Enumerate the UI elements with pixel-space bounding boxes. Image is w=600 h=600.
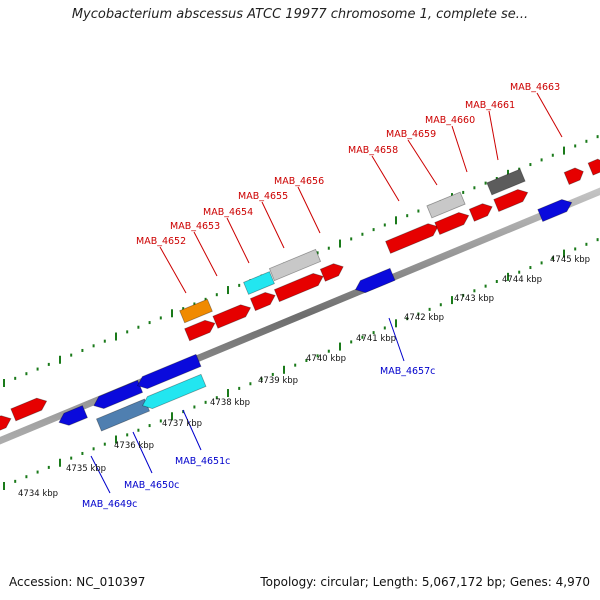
kbp-label: 4741 kbp <box>356 334 396 344</box>
kbp-label: 4736 kbp <box>114 441 154 451</box>
gene-label[interactable]: MAB_4656 <box>274 176 324 187</box>
kbp-label: 4734 kbp <box>18 489 58 499</box>
genome-summary-text: Topology: circular; Length: 5,067,172 bp… <box>260 575 590 589</box>
kbp-label: 4735 kbp <box>66 464 106 474</box>
kbp-label: 4744 kbp <box>502 275 542 285</box>
gene-label[interactable]: MAB_4649c <box>82 499 137 510</box>
gene-label[interactable]: MAB_4653 <box>170 221 220 232</box>
backbone-line <box>0 187 600 445</box>
gene-gray-box[interactable] <box>268 248 322 282</box>
chromosome-backbone <box>0 187 600 445</box>
gene-blue-arrow[interactable] <box>353 267 396 295</box>
gene-label[interactable]: MAB_4658 <box>348 145 398 156</box>
kbp-label: 4738 kbp <box>210 398 250 408</box>
kbp-label: 4737 kbp <box>162 419 202 429</box>
kbp-label: 4745 kbp <box>550 255 590 265</box>
gene-red-arrow[interactable] <box>385 221 441 254</box>
gene-red-arrow[interactable] <box>434 209 471 236</box>
gene-steel-box[interactable] <box>95 398 151 432</box>
gene-red-arrow[interactable] <box>212 302 253 329</box>
gene-red-arrow[interactable] <box>493 186 530 213</box>
gene-label[interactable]: MAB_4651c <box>175 456 230 467</box>
leader-line <box>388 317 405 362</box>
gene-label[interactable]: MAB_4660 <box>425 115 475 126</box>
kbp-label: 4743 kbp <box>454 294 494 304</box>
gene-red-arrow[interactable] <box>273 270 325 303</box>
gene-red-arrow[interactable] <box>563 166 586 185</box>
gene-orange-box[interactable] <box>179 298 213 324</box>
leader-line <box>90 455 111 494</box>
leader-line <box>226 217 250 264</box>
gene-red-arrow[interactable] <box>184 317 218 342</box>
gene-red-arrow[interactable] <box>468 201 494 222</box>
gene-label[interactable]: MAB_4654 <box>203 207 253 218</box>
tick-rows <box>3 135 599 490</box>
gene-label[interactable]: MAB_4655 <box>238 191 288 202</box>
gene-label[interactable]: MAB_4650c <box>124 480 179 491</box>
leader-line <box>451 125 468 173</box>
leader-line <box>488 110 499 161</box>
gene-label[interactable]: MAB_4663 <box>510 82 560 93</box>
map-title: Mycobacterium abscessus ATCC 19977 chrom… <box>71 7 529 22</box>
label-leaders <box>90 92 563 494</box>
leader-line <box>159 246 187 294</box>
gene-label[interactable]: MAB_4652 <box>136 236 186 247</box>
gene-red-arrow[interactable] <box>249 289 277 312</box>
gene-blue-arrow[interactable] <box>57 405 88 429</box>
gene-red-arrow[interactable] <box>10 395 49 422</box>
leader-line <box>261 201 285 249</box>
gene-cyan-arrow[interactable] <box>140 373 207 411</box>
gene-blue-arrow[interactable] <box>91 379 144 411</box>
gene-red-arrow[interactable] <box>319 261 345 282</box>
leader-line <box>132 431 153 474</box>
leader-line <box>536 92 563 138</box>
gene-blue-arrow[interactable] <box>135 353 202 391</box>
accession-text: Accession: NC_010397 <box>9 575 146 589</box>
kbp-label: 4742 kbp <box>404 313 444 323</box>
leader-line <box>407 139 438 186</box>
leader-line <box>371 155 400 202</box>
gene-label[interactable]: MAB_4659 <box>386 129 436 140</box>
gene-red-arrow[interactable] <box>0 413 13 436</box>
gene-darkgray-box[interactable] <box>486 168 526 196</box>
gene-features <box>0 157 600 436</box>
gene-gray-box[interactable] <box>426 191 466 219</box>
gene-label[interactable]: MAB_4657c <box>380 366 435 377</box>
gene-blue-arrow[interactable] <box>537 196 574 223</box>
gene-cyan-box[interactable] <box>243 271 275 295</box>
leader-line <box>182 409 202 451</box>
outer-tick-row <box>3 135 599 387</box>
inner-tick-row <box>3 238 599 490</box>
leader-line <box>193 231 218 277</box>
gene-label[interactable]: MAB_4661 <box>465 100 515 111</box>
gene-red-arrow[interactable] <box>587 157 600 176</box>
kbp-label: 4739 kbp <box>258 376 298 386</box>
leader-line <box>297 186 321 234</box>
kbp-label: 4740 kbp <box>306 354 346 364</box>
text-labels: 4734 kbp 4735 kbp 4736 kbp 4737 kbp 4738 kbp… <box>18 82 590 510</box>
